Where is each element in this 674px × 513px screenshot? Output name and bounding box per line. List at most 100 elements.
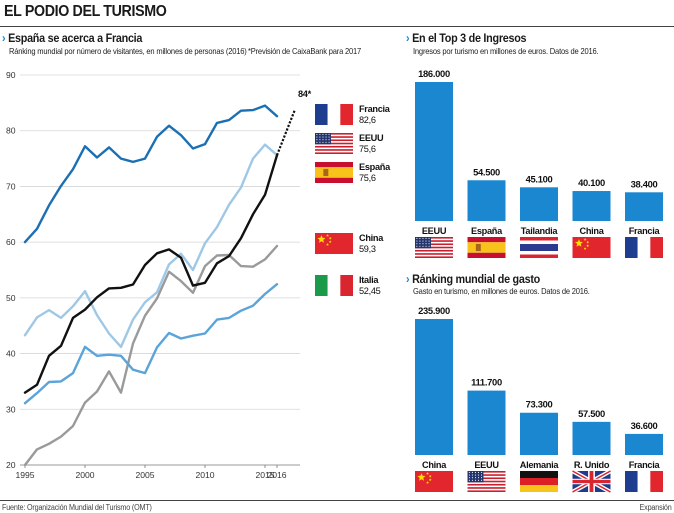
stripe — [467, 490, 506, 492]
bar-francia — [625, 192, 663, 221]
china-flag-icon — [315, 233, 353, 254]
star — [416, 245, 418, 247]
flag-part — [625, 237, 638, 258]
forecast-label: 84* — [298, 89, 312, 99]
star — [325, 139, 327, 141]
spending-chart-title: › Ránking mundial de gasto — [406, 272, 540, 286]
uk-flag-icon — [571, 469, 612, 494]
x-tick-label: 2015 — [255, 470, 274, 480]
stripe — [467, 471, 506, 473]
stripe — [315, 145, 353, 148]
spain-flag-icon — [467, 237, 506, 258]
stripe — [467, 477, 506, 480]
stripe — [415, 240, 453, 242]
bar-francia — [625, 433, 663, 455]
star — [586, 240, 590, 244]
bar-eeuu — [467, 390, 506, 455]
star — [319, 139, 321, 141]
star — [422, 243, 424, 245]
star — [328, 141, 330, 143]
star — [428, 237, 430, 240]
bar-value-label: 38.400 — [631, 178, 658, 189]
y-tick-label: 60 — [6, 237, 16, 247]
source-note: Fuente: Organización Mundial del Turismo… — [2, 503, 152, 512]
star — [474, 471, 477, 474]
bar-value-label: 36.600 — [631, 420, 658, 431]
star — [574, 239, 583, 247]
line-chart-note: *Previsión de CaixaBank para 2017 — [248, 46, 362, 56]
star — [422, 245, 424, 247]
usa-flag-icon — [415, 237, 453, 258]
income-chart-title: › En el Top 3 de Ingresos — [406, 31, 527, 45]
star — [316, 139, 318, 141]
legend-value: 59,3 — [359, 244, 376, 254]
stripe — [315, 136, 353, 138]
star — [468, 471, 470, 474]
canton — [415, 237, 431, 249]
star — [328, 139, 330, 141]
stripe — [415, 246, 453, 249]
star — [417, 473, 426, 481]
star — [322, 141, 324, 143]
flag-part — [340, 104, 353, 125]
italy-flag-icon — [315, 275, 353, 296]
star — [474, 474, 477, 476]
star — [425, 243, 427, 245]
canton — [315, 133, 331, 145]
y-tick-label: 50 — [6, 293, 16, 303]
x-tick-label: 2016 — [267, 470, 286, 480]
china-flag-icon — [572, 237, 611, 258]
flag-part — [467, 252, 506, 258]
bar-tailandia — [520, 187, 558, 221]
star — [428, 474, 432, 478]
star — [471, 474, 473, 476]
star — [428, 240, 430, 242]
y-tick-label: 30 — [6, 404, 16, 414]
star — [422, 237, 424, 240]
stripe — [315, 133, 353, 135]
canton — [467, 471, 484, 483]
star — [481, 474, 483, 476]
income-chart-title-text: En el Top 3 de Ingresos — [412, 31, 527, 45]
france-flag-icon — [315, 104, 353, 125]
star — [326, 243, 329, 246]
legend-value: 75,6 — [359, 144, 376, 154]
legend-value: 75,6 — [359, 173, 376, 183]
flag-part — [467, 242, 506, 253]
stripe — [467, 474, 506, 476]
star — [422, 240, 424, 242]
flag-part — [650, 471, 663, 492]
legend-value: 52,45 — [359, 286, 381, 296]
x-tick-label: 2010 — [195, 470, 214, 480]
page-title: EL PODIO DEL TURISMO — [4, 3, 167, 20]
star — [316, 141, 318, 143]
star — [583, 247, 587, 250]
flag-part — [520, 471, 558, 478]
chevron-right-icon: › — [406, 272, 410, 286]
x-tick-label: 2000 — [75, 470, 94, 480]
star — [416, 243, 418, 245]
star — [322, 133, 324, 136]
flag-part — [467, 237, 506, 243]
star — [325, 133, 327, 136]
bar-espaa — [467, 180, 506, 221]
flag-part — [415, 471, 453, 492]
bar-category-label: China — [422, 460, 447, 470]
y-tick-label: 20 — [6, 460, 16, 470]
forecast-line — [275, 109, 297, 156]
x-tick-label: 1995 — [15, 470, 34, 480]
star — [328, 236, 332, 240]
bar-category-label: EEUU — [422, 226, 447, 236]
bar-china — [415, 319, 453, 455]
bar-category-label: Tailandia — [521, 226, 559, 236]
star — [416, 240, 418, 242]
stripe — [415, 237, 453, 239]
star — [428, 243, 430, 245]
bar-category-label: Francia — [629, 460, 661, 470]
star — [317, 235, 326, 243]
star — [481, 477, 483, 479]
legend-country: Francia — [359, 104, 391, 114]
footer-rule — [0, 500, 674, 501]
stripe — [315, 142, 353, 145]
